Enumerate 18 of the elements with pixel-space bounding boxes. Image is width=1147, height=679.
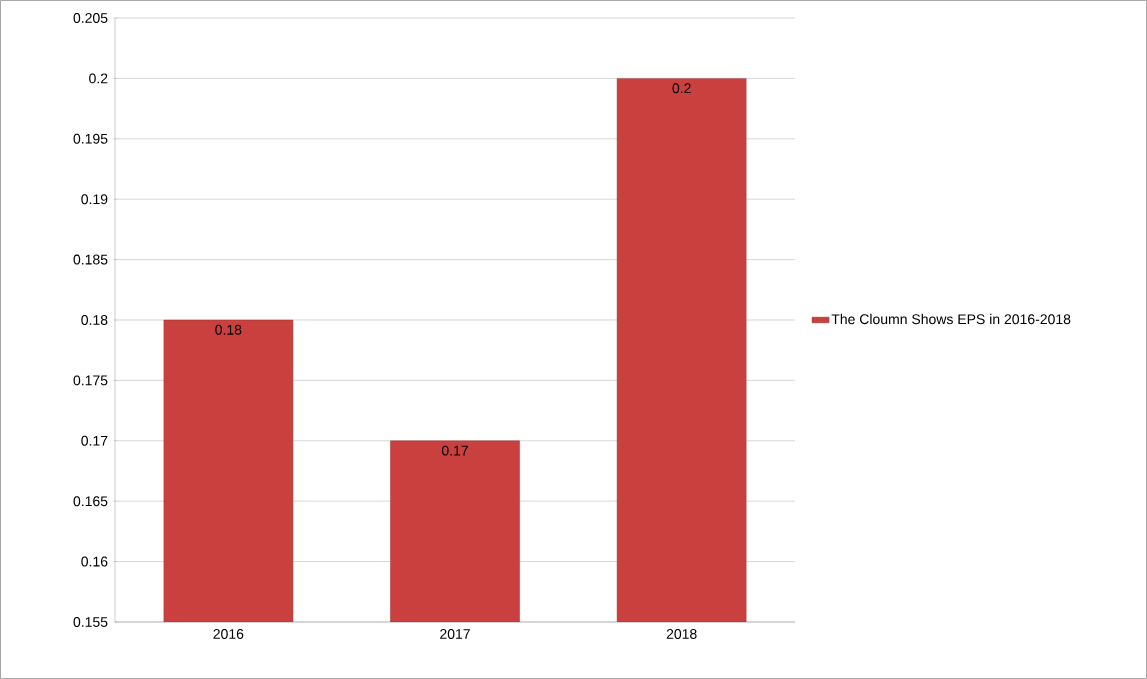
data-label: 0.2 [672, 83, 691, 94]
x-tick-label: 2017 [440, 628, 470, 639]
y-tick-label: 0.18 [81, 315, 108, 325]
x-tick-label: 2018 [666, 628, 697, 639]
data-label: 0.17 [441, 445, 468, 456]
x-tick-label: 2016 [213, 628, 244, 639]
y-tick-label: 0.17 [81, 435, 108, 446]
y-tick-label: 0.155 [73, 617, 108, 627]
y-tick-label: 0.195 [73, 133, 108, 144]
legend-label: The Cloumn Shows EPS in 2016-2018 [831, 313, 1071, 325]
data-label: 0.18 [215, 324, 242, 335]
y-tick-label: 0.16 [81, 556, 108, 567]
y-tick-label: 0.175 [73, 375, 108, 386]
y-tick-label: 0.185 [73, 254, 108, 265]
y-tick-label: 0.205 [73, 13, 108, 23]
y-tick-label: 0.19 [81, 194, 108, 205]
y-tick-label: 0.2 [89, 73, 108, 84]
y-tick-label: 0.165 [73, 496, 108, 507]
